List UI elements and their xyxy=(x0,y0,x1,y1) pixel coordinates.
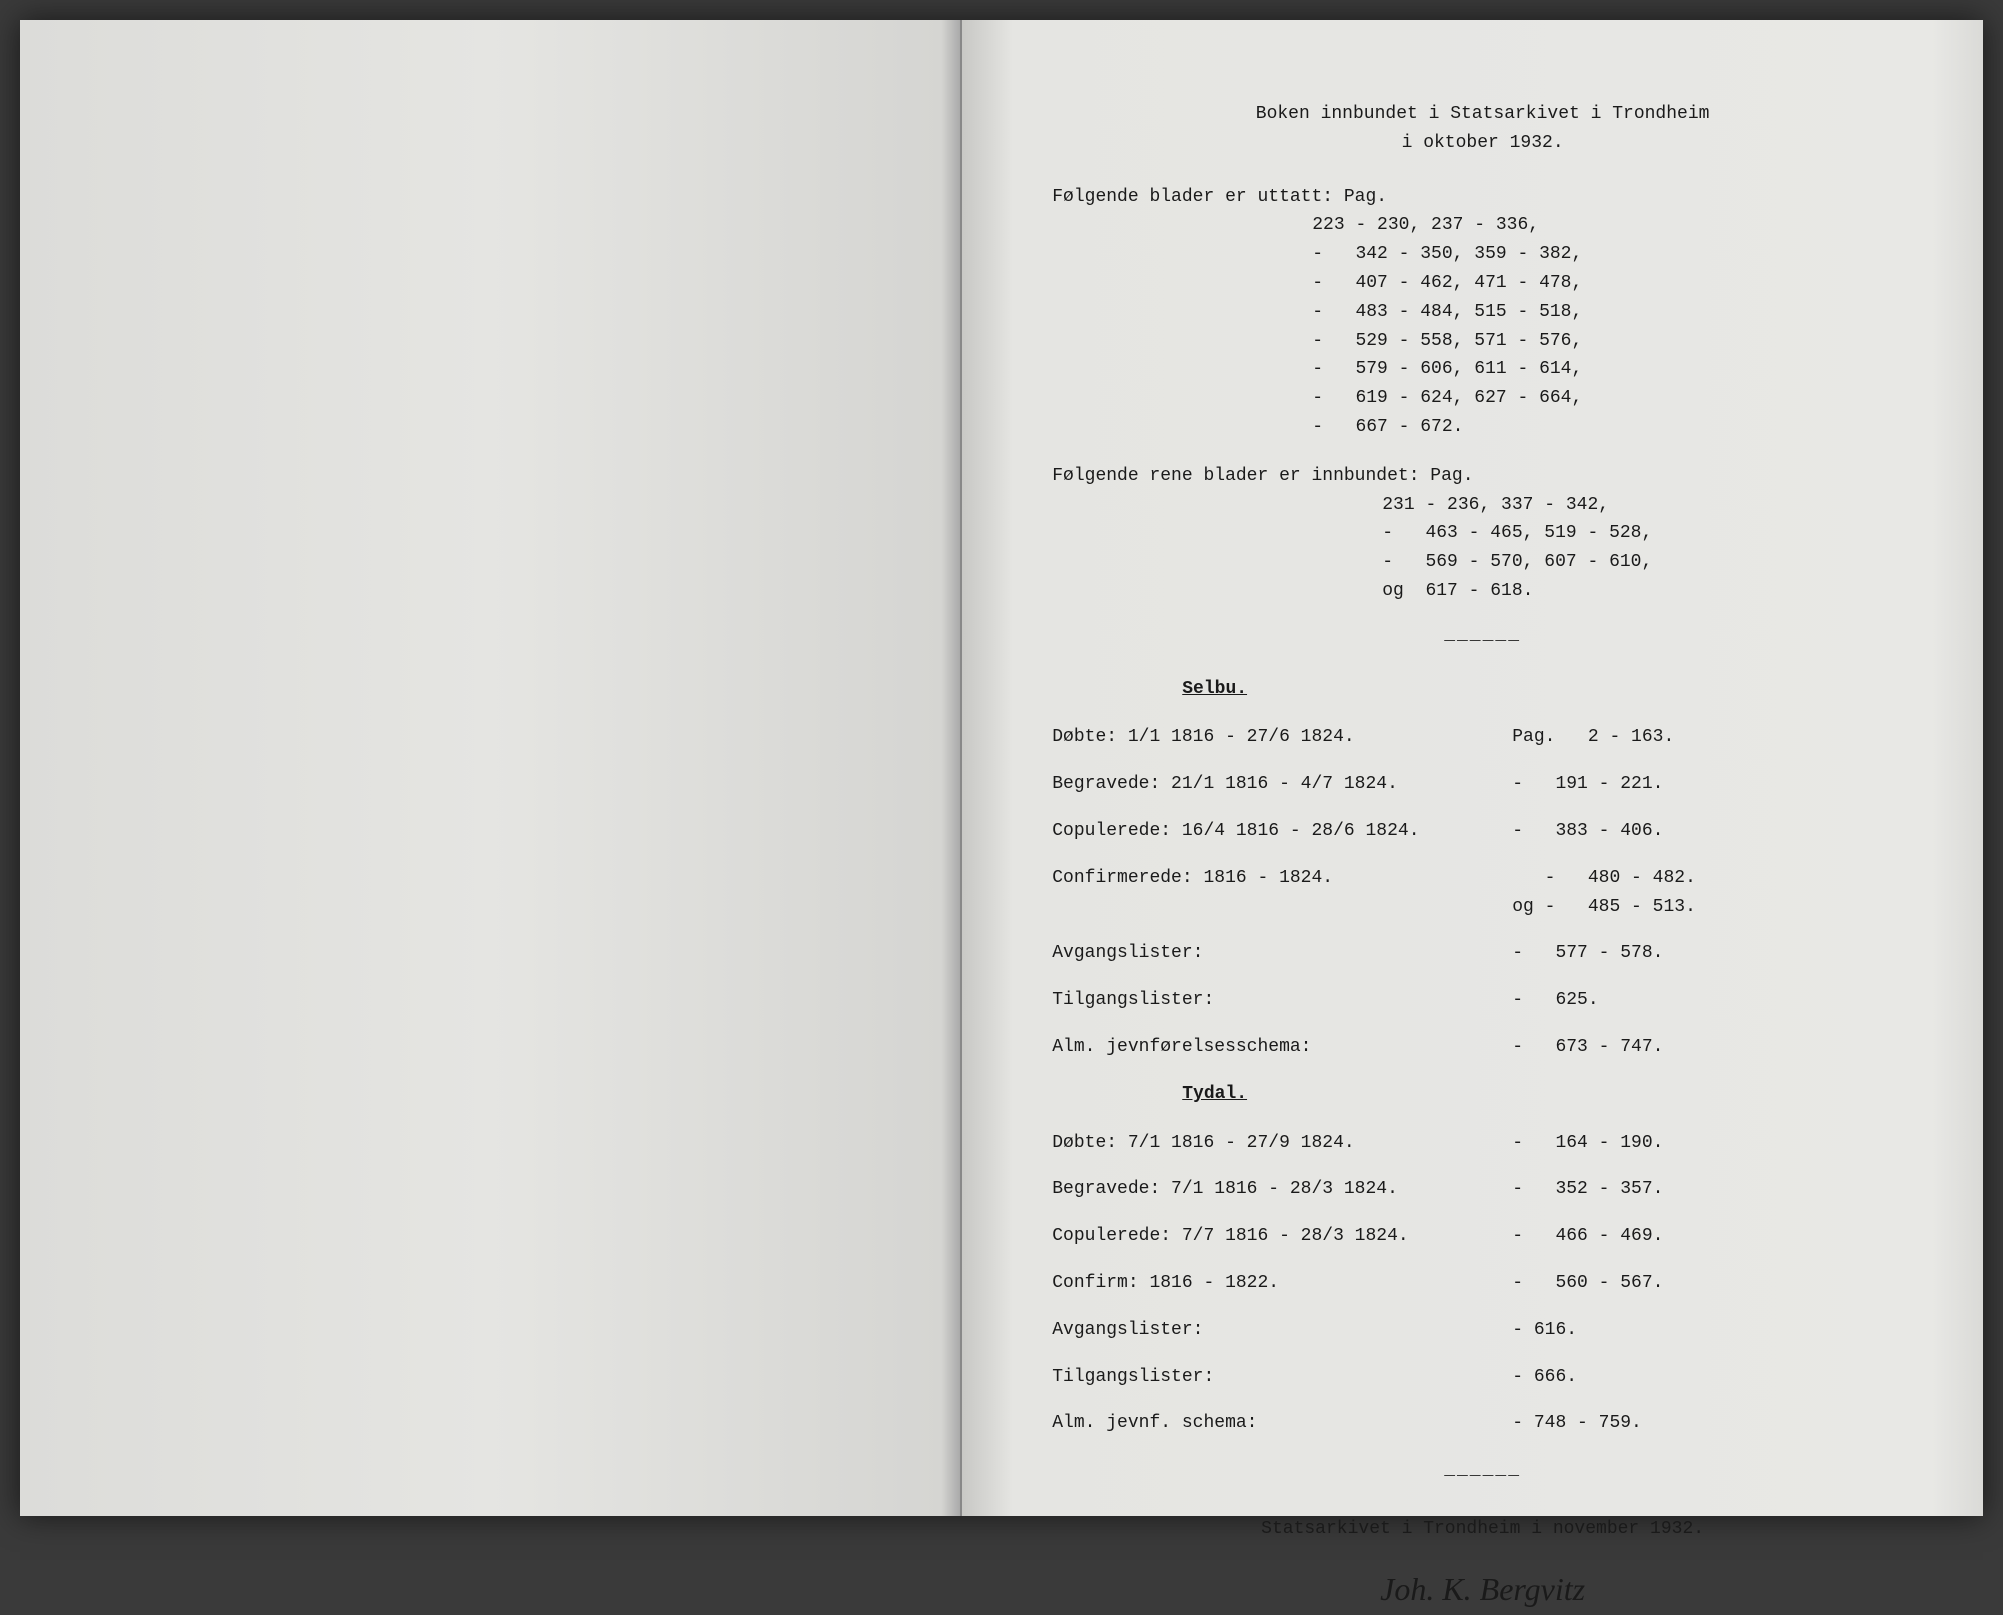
entry-label: Begravede: 7/1 1816 - 28/3 1824. xyxy=(1052,1175,1512,1204)
entry-pages: - 625. xyxy=(1512,986,1598,1015)
bound-ranges: 231 - 236, 337 - 342, - 463 - 465, 519 -… xyxy=(1382,491,1913,606)
entry-row: Alm. jevnf. schema: - 748 - 759. xyxy=(1052,1409,1913,1438)
signature: Joh. K. Bergvitz xyxy=(1052,1564,1913,1615)
divider-bottom: ______ xyxy=(1052,1456,1913,1485)
omitted-pages-block: Følgende blader er uttatt: Pag. 223 - 23… xyxy=(1052,183,1913,442)
divider: ______ xyxy=(1052,621,1913,650)
entry-pages: - 666. xyxy=(1512,1363,1577,1392)
entry-label: Døbte: 7/1 1816 - 27/9 1824. xyxy=(1052,1129,1512,1158)
book-spread: Boken innbundet i Statsarkivet i Trondhe… xyxy=(20,20,1983,1516)
entry-label: Alm. jevnf. schema: xyxy=(1052,1409,1512,1438)
entry-pages: - 560 - 567. xyxy=(1512,1269,1663,1298)
entry-row: Avgangslister: - 577 - 578. xyxy=(1052,939,1913,968)
bound-pages-block: Følgende rene blader er innbundet: Pag. … xyxy=(1052,462,1913,606)
omitted-ranges: 223 - 230, 237 - 336, - 342 - 350, 359 -… xyxy=(1312,211,1913,441)
right-page: Boken innbundet i Statsarkivet i Trondhe… xyxy=(962,20,1983,1516)
selbu-section: Selbu. Døbte: 1/1 1816 - 27/6 1824. Pag.… xyxy=(1052,675,1913,1062)
entry-row: Confirmerede: 1816 - 1824. - 480 - 482. … xyxy=(1052,864,1913,922)
entry-row: Alm. jevnførelsesschema: - 673 - 747. xyxy=(1052,1033,1913,1062)
entry-label: Avgangslister: xyxy=(1052,1316,1512,1345)
entry-row: Copulerede: 7/7 1816 - 28/3 1824. - 466 … xyxy=(1052,1222,1913,1251)
entry-row: Døbte: 1/1 1816 - 27/6 1824. Pag. 2 - 16… xyxy=(1052,723,1913,752)
entry-row: Tilgangslister: - 666. xyxy=(1052,1363,1913,1392)
entry-row: Confirm: 1816 - 1822. - 560 - 567. xyxy=(1052,1269,1913,1298)
entry-row: Avgangslister: - 616. xyxy=(1052,1316,1913,1345)
entry-pages: - 383 - 406. xyxy=(1512,817,1663,846)
entry-pages: Pag. 2 - 163. xyxy=(1512,723,1674,752)
omitted-intro: Følgende blader er uttatt: Pag. xyxy=(1052,187,1387,207)
entry-pages: - 164 - 190. xyxy=(1512,1129,1663,1158)
bound-intro: Følgende rene blader er innbundet: Pag. xyxy=(1052,466,1473,486)
entry-pages: - 480 - 482. og - 485 - 513. xyxy=(1512,864,1696,922)
entry-row: Døbte: 7/1 1816 - 27/9 1824. - 164 - 190… xyxy=(1052,1129,1913,1158)
entry-pages: - 616. xyxy=(1512,1316,1577,1345)
entry-row: Begravede: 7/1 1816 - 28/3 1824. - 352 -… xyxy=(1052,1175,1913,1204)
entry-pages: - 748 - 759. xyxy=(1512,1409,1642,1438)
entry-label: Copulerede: 7/7 1816 - 28/3 1824. xyxy=(1052,1222,1512,1251)
entry-row: Tilgangslister: - 625. xyxy=(1052,986,1913,1015)
entry-pages: - 577 - 578. xyxy=(1512,939,1663,968)
left-page xyxy=(20,20,962,1516)
entry-label: Begravede: 21/1 1816 - 4/7 1824. xyxy=(1052,770,1512,799)
header-line2: i oktober 1932. xyxy=(1052,129,1913,158)
header-line1: Boken innbundet i Statsarkivet i Trondhe… xyxy=(1052,100,1913,129)
selbu-title: Selbu. xyxy=(1182,675,1913,704)
entry-pages: - 673 - 747. xyxy=(1512,1033,1663,1062)
entry-label: Tilgangslister: xyxy=(1052,1363,1512,1392)
entry-label: Confirm: 1816 - 1822. xyxy=(1052,1269,1512,1298)
entry-pages: - 352 - 357. xyxy=(1512,1175,1663,1204)
tydal-section: Tydal. Døbte: 7/1 1816 - 27/9 1824. - 16… xyxy=(1052,1080,1913,1438)
tydal-title: Tydal. xyxy=(1182,1080,1913,1109)
entry-row: Begravede: 21/1 1816 - 4/7 1824. - 191 -… xyxy=(1052,770,1913,799)
entry-pages: - 466 - 469. xyxy=(1512,1222,1663,1251)
entry-pages: - 191 - 221. xyxy=(1512,770,1663,799)
entry-label: Confirmerede: 1816 - 1824. xyxy=(1052,864,1512,922)
entry-label: Tilgangslister: xyxy=(1052,986,1512,1015)
entry-row: Copulerede: 16/4 1816 - 28/6 1824. - 383… xyxy=(1052,817,1913,846)
header-block: Boken innbundet i Statsarkivet i Trondhe… xyxy=(1052,100,1913,158)
footer-text: Statsarkivet i Trondheim i november 1932… xyxy=(1052,1515,1913,1544)
entry-label: Alm. jevnførelsesschema: xyxy=(1052,1033,1512,1062)
entry-label: Døbte: 1/1 1816 - 27/6 1824. xyxy=(1052,723,1512,752)
entry-label: Avgangslister: xyxy=(1052,939,1512,968)
entry-label: Copulerede: 16/4 1816 - 28/6 1824. xyxy=(1052,817,1512,846)
